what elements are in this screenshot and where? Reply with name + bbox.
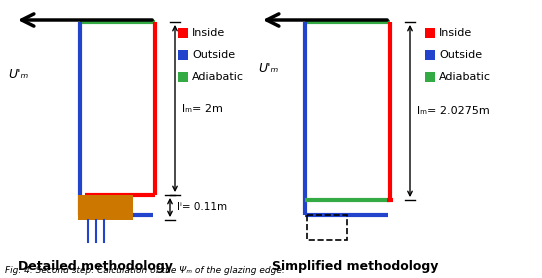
Text: Simplified methodology: Simplified methodology: [272, 260, 438, 273]
Text: Adiabatic: Adiabatic: [439, 72, 491, 82]
Text: lₘ= 2.0275m: lₘ= 2.0275m: [417, 106, 490, 116]
Text: Detailed methodology: Detailed methodology: [17, 260, 172, 273]
Bar: [178, 72, 188, 82]
Text: Fig. 4. Second step. Calculation of the Ψₘ of the glazing edge.: Fig. 4. Second step. Calculation of the …: [5, 266, 285, 275]
Text: Adiabatic: Adiabatic: [192, 72, 244, 82]
Bar: [178, 28, 188, 38]
Bar: [307, 215, 347, 240]
Bar: [425, 72, 435, 82]
Text: lₘ= 2m: lₘ= 2m: [182, 103, 223, 113]
Text: Outside: Outside: [192, 50, 235, 60]
Text: lⁱ= 0.11m: lⁱ= 0.11m: [177, 202, 227, 212]
Text: U'ₘ: U'ₘ: [258, 61, 278, 75]
Text: Outside: Outside: [439, 50, 482, 60]
Bar: [425, 28, 435, 38]
Text: Inside: Inside: [192, 28, 225, 38]
Bar: [78, 195, 133, 220]
Bar: [425, 50, 435, 60]
Text: Inside: Inside: [439, 28, 472, 38]
Text: U'ₘ: U'ₘ: [8, 68, 28, 81]
Bar: [178, 50, 188, 60]
